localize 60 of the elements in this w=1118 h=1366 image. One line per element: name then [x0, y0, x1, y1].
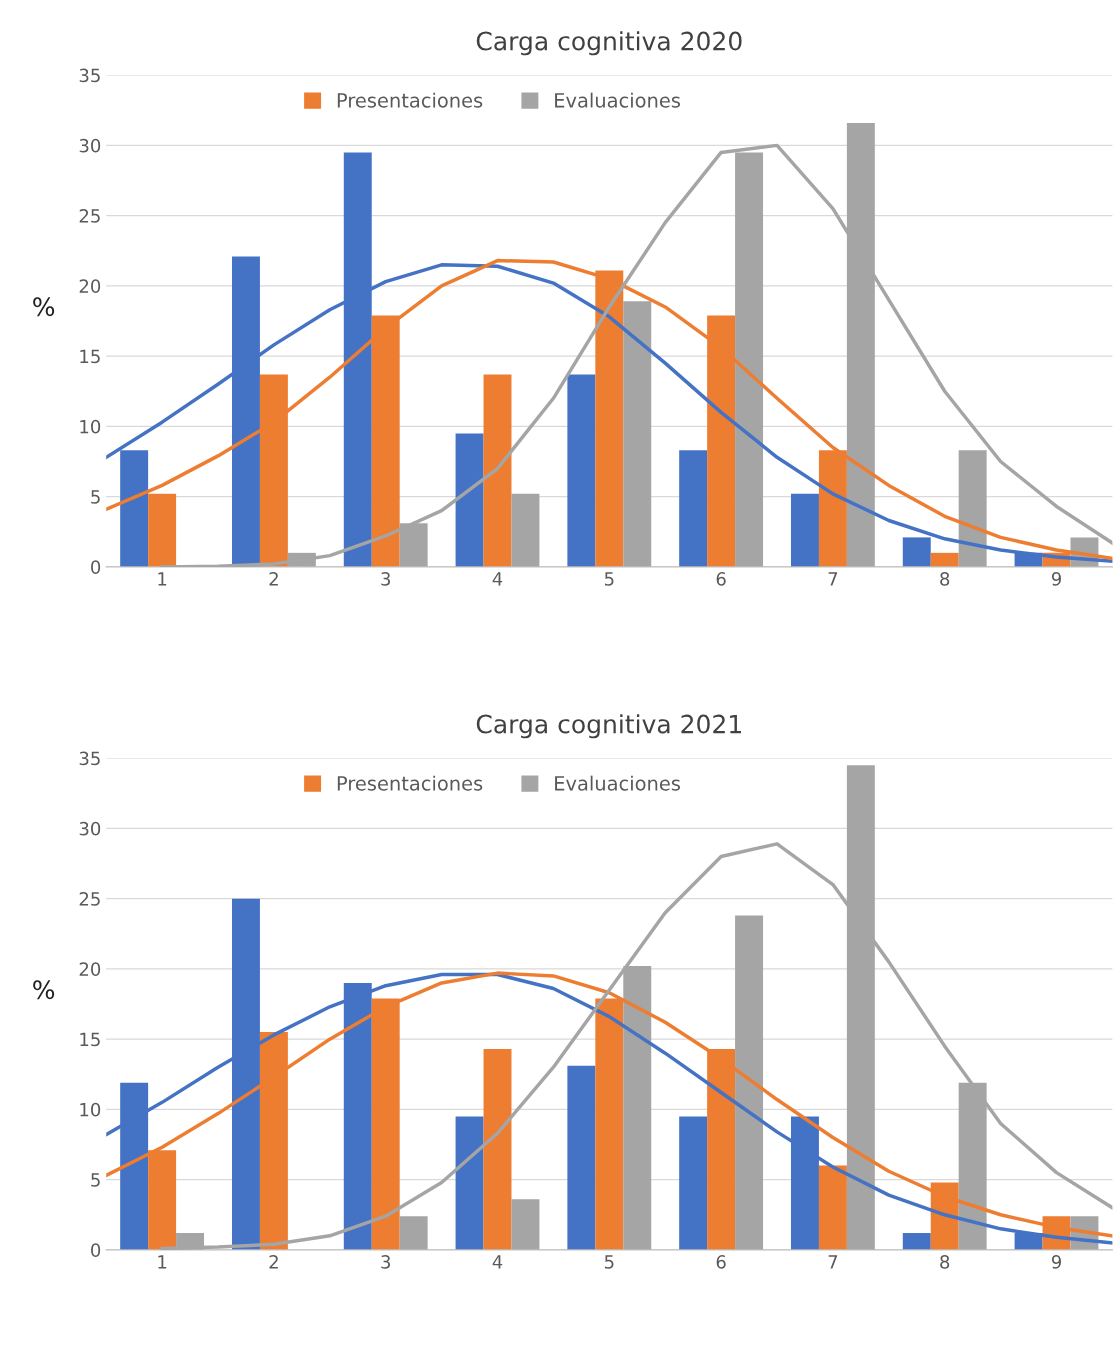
legend-label: Presentaciones	[337, 775, 483, 791]
bar	[735, 915, 764, 1250]
x-tick-label: 9	[1051, 572, 1061, 586]
bar	[958, 450, 987, 567]
x-tick-label: 8	[940, 1255, 950, 1269]
bar	[483, 1048, 512, 1250]
chart-title: Carga cognitiva 2020	[476, 31, 742, 56]
bar	[790, 493, 819, 567]
bar	[567, 374, 596, 567]
y-tick-label: 5	[91, 490, 100, 504]
x-tick-label: 3	[381, 572, 391, 586]
bar	[930, 552, 959, 567]
x-tick-label: 5	[604, 1255, 614, 1269]
x-tick-label: 4	[492, 1255, 503, 1269]
x-tick-label: 1	[158, 1255, 167, 1269]
x-tick-label: 8	[940, 572, 950, 586]
x-tick-label: 6	[716, 1255, 726, 1269]
bar	[679, 1116, 708, 1250]
bar	[455, 1116, 484, 1250]
bar	[567, 1065, 596, 1250]
y-tick-label: 15	[80, 349, 100, 364]
bar	[511, 493, 540, 567]
y-tick-label: 0	[91, 1243, 101, 1258]
x-tick-label: 2	[269, 1255, 278, 1269]
legend-label: Evaluaciones	[555, 92, 681, 108]
x-tick-label: 9	[1051, 1255, 1061, 1269]
x-tick-label: 3	[381, 1255, 391, 1269]
bar	[483, 374, 512, 567]
chart-title: Carga cognitiva 2021	[476, 714, 741, 739]
x-tick-label: 7	[828, 572, 838, 586]
y-axis-title: %	[33, 297, 55, 317]
x-tick-label: 6	[716, 572, 726, 586]
y-tick-label: 15	[80, 1032, 100, 1047]
y-tick-label: 25	[79, 209, 100, 223]
y-tick-label: 25	[79, 892, 100, 906]
y-tick-label: 10	[80, 419, 101, 434]
x-tick-label: 5	[604, 572, 614, 586]
x-tick-label: 4	[492, 572, 503, 586]
legend-label: Presentaciones	[337, 92, 483, 108]
y-tick-label: 30	[79, 138, 101, 153]
bar	[679, 450, 708, 567]
bar	[623, 301, 652, 567]
bar	[902, 1233, 931, 1250]
bar	[511, 1199, 540, 1250]
x-tick-label: 7	[828, 1255, 838, 1269]
y-tick-label: 0	[91, 560, 101, 575]
y-tick-label: 35	[79, 68, 100, 83]
y-tick-label: 35	[79, 751, 100, 766]
y-tick-label: 30	[79, 821, 101, 836]
x-tick-label: 1	[158, 572, 167, 586]
bar	[455, 433, 484, 567]
y-tick-label: 10	[80, 1102, 101, 1117]
bar	[818, 1165, 847, 1250]
bar	[399, 1216, 428, 1250]
y-tick-label: 20	[79, 962, 101, 976]
y-tick-label: 20	[79, 279, 101, 293]
y-tick-label: 5	[91, 1173, 100, 1187]
legend-label: Evaluaciones	[555, 775, 681, 791]
x-tick-label: 2	[269, 572, 278, 586]
y-axis-title: %	[33, 980, 55, 1000]
